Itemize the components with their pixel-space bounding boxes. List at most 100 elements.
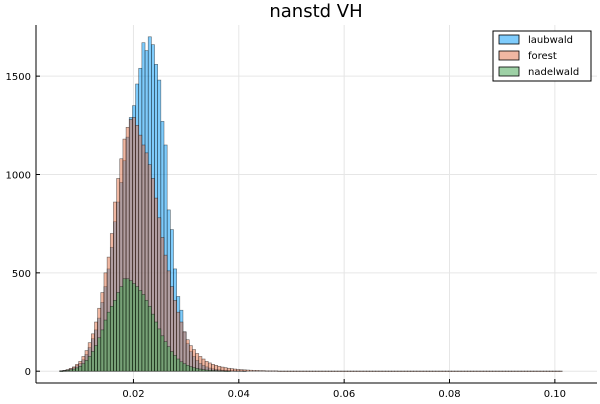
histogram-bar-nadelwald (211, 370, 215, 372)
histogram-bar-forest (217, 365, 222, 372)
histogram-bar-forest (403, 370, 408, 372)
histogram-bar-nadelwald (176, 358, 181, 372)
histogram-bar-forest (328, 370, 332, 372)
histogram-bar-nadelwald (100, 329, 105, 372)
histogram-bar-forest (343, 370, 348, 372)
histogram-bar-forest (324, 370, 329, 372)
histogram-bar-nadelwald (185, 364, 190, 372)
histogram-bar-forest (448, 370, 452, 372)
histogram-bar-nadelwald (125, 278, 130, 372)
legend-label-forest: forest (528, 51, 557, 62)
histogram-bar-nadelwald (154, 321, 158, 372)
histogram-bar-forest (492, 370, 497, 372)
histogram-bar-nadelwald (173, 355, 177, 372)
histogram-bar-forest (365, 370, 370, 372)
histogram-bar-forest (460, 370, 465, 372)
x-tick-label: 0.08 (438, 389, 460, 400)
histogram-bar-forest (264, 370, 269, 372)
histogram-bar-nadelwald (170, 351, 174, 372)
histogram-bar-forest (299, 370, 304, 372)
histogram-bar-forest (381, 370, 386, 372)
histogram-bar-forest (454, 370, 459, 372)
legend-label-laubwald: laubwald (528, 35, 573, 46)
histogram-bar-forest (520, 370, 525, 372)
histogram-bar-forest (505, 370, 509, 372)
histogram-bar-nadelwald (106, 311, 111, 372)
histogram-bar-forest (375, 370, 380, 372)
histogram-bar-nadelwald (128, 280, 133, 372)
histogram-bar-forest (517, 370, 522, 372)
histogram-bar-nadelwald (138, 290, 143, 372)
histogram-bar-forest (372, 370, 377, 372)
legend-label-nadelwald: nadelwald (528, 67, 579, 78)
histogram-bar-nadelwald (147, 305, 152, 372)
histogram-bar-nadelwald (151, 313, 155, 372)
histogram-bar-nadelwald (157, 328, 162, 372)
histogram-bar-forest (419, 370, 424, 372)
histogram-bar-forest (223, 367, 228, 372)
histogram-bar-forest (552, 370, 557, 372)
histogram-bar-nadelwald (204, 369, 209, 372)
histogram-bar-forest (258, 370, 263, 372)
histogram-bar-forest (277, 370, 282, 372)
x-tick-label: 0.02 (122, 389, 144, 400)
histogram-bar-forest (457, 370, 462, 372)
histogram-bar-forest (536, 370, 541, 372)
histogram-bar-forest (400, 370, 405, 372)
histogram-bar-nadelwald (62, 370, 67, 372)
histogram-bar-forest (467, 370, 471, 372)
legend-swatch-nadelwald (498, 66, 520, 77)
axes (35, 25, 597, 384)
histogram-bar-forest (533, 370, 538, 372)
histogram-bar-nadelwald (195, 368, 200, 372)
histogram-bar-nadelwald (97, 337, 102, 372)
y-tick-label: 500 (12, 269, 31, 280)
histogram-bar-forest (350, 370, 354, 372)
histogram-bar-forest (249, 369, 253, 372)
histogram-bar-forest (255, 370, 260, 372)
histogram-bar-forest (312, 370, 317, 372)
histogram-bar-nadelwald (78, 365, 83, 372)
histogram-bar-forest (470, 370, 475, 372)
histogram-bar-nadelwald (135, 286, 140, 372)
histogram-bar-nadelwald (72, 368, 76, 372)
histogram-bar-forest (508, 370, 512, 372)
histogram-bar-forest (413, 370, 418, 372)
histogram-bar-forest (331, 370, 335, 372)
histogram-bar-forest (555, 370, 560, 372)
histogram-bar-nadelwald (141, 294, 146, 372)
histogram-bar-forest (369, 370, 373, 372)
histogram-bar-nadelwald (113, 300, 117, 372)
histogram-bar-nadelwald (122, 278, 127, 372)
histogram-bar-forest (476, 370, 481, 372)
histogram-bar-nadelwald (65, 370, 70, 372)
histogram-bar-forest (347, 370, 351, 372)
histogram-bar-forest (549, 370, 554, 372)
histogram-bar-forest (527, 370, 531, 372)
histogram-bar-nadelwald (119, 286, 124, 372)
histogram-bar-nadelwald (59, 370, 64, 372)
histogram-bar-nadelwald (75, 367, 79, 372)
histogram-bar-forest (362, 370, 367, 372)
histogram-bar-forest (378, 370, 383, 372)
histogram-bar-forest (305, 370, 310, 372)
histogram-bar-nadelwald (207, 369, 212, 372)
histogram-bar-forest (290, 370, 294, 372)
histogram-bar-forest (239, 369, 244, 372)
histogram-bar-forest (261, 370, 266, 372)
histogram-bar-forest (384, 370, 389, 372)
chart-title: nanstd VH (269, 1, 362, 22)
histogram-bar-forest (242, 369, 247, 372)
histogram-bar-nadelwald (81, 363, 86, 372)
histogram-bar-forest (286, 370, 291, 372)
histogram-bar-forest (546, 370, 550, 372)
x-tick-label: 0.04 (228, 389, 250, 400)
ticks: 0.02 0.04 0.06 0.08 0.10 0 500 1000 1500 (6, 72, 566, 400)
histogram-bar-forest (473, 370, 478, 372)
histogram-bar-nadelwald (179, 361, 184, 372)
histogram-bar-forest (514, 370, 519, 372)
histogram-bar-nadelwald (201, 369, 206, 372)
histogram-bar-forest (315, 370, 320, 372)
